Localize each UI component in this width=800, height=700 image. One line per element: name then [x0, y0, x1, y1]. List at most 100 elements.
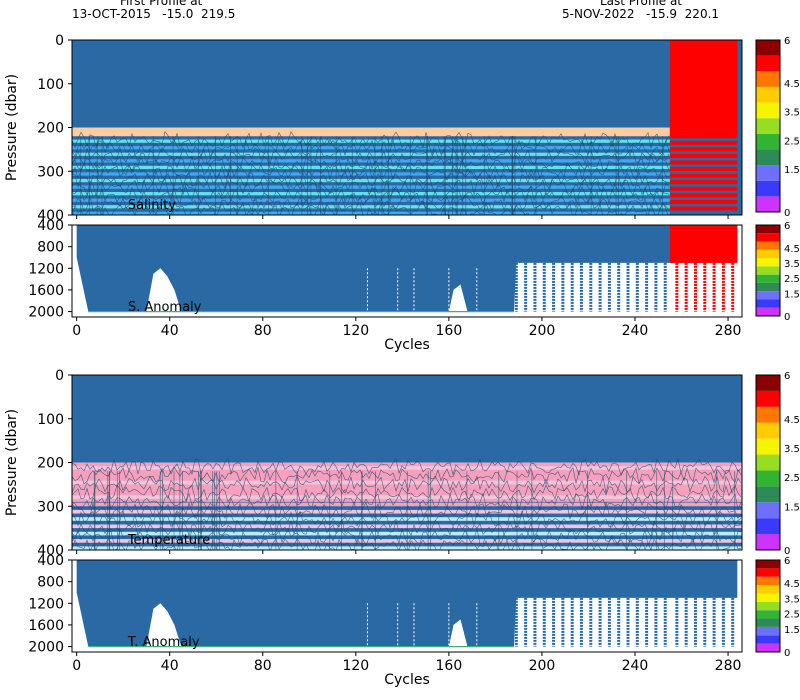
colorbar-tick-label: 0 [784, 312, 790, 323]
colorbar-tick-label: 2.5 [784, 473, 800, 484]
colorbar-tick-label: 6 [784, 371, 790, 382]
colorbar-tick-label: 4.5 [784, 244, 800, 255]
y-tick-label: 400 [37, 553, 64, 569]
last-profile-label: Last Profile at [600, 0, 682, 8]
x-tick-label: 80 [254, 323, 272, 339]
x-tick-label: 40 [161, 323, 179, 339]
flagged-row [669, 153, 738, 158]
panel-temperature: Temperature 0 100 200 300 400 Pressure (dbar) 0… [4, 368, 800, 559]
annotation-label: S. Anomaly [128, 300, 202, 315]
stripe [72, 159, 670, 163]
first-profile-value: 13-OCT-2015 -15.0 219.5 [72, 7, 236, 21]
colorbar-segment [756, 576, 780, 586]
data-coverage [76, 225, 738, 312]
colorbar-segment [756, 165, 780, 181]
colorbar-tick-label: 6 [784, 221, 790, 232]
flagged-row [669, 206, 738, 211]
colorbar-tick-label: 2.5 [784, 136, 800, 147]
colorbar-segment [756, 601, 780, 611]
contour-line [72, 457, 742, 477]
flagged-row [669, 140, 738, 145]
y-tick-label: 400 [37, 208, 64, 224]
colorbar-segment [756, 422, 780, 439]
colorbar-segment [756, 102, 780, 119]
flagged-row [669, 180, 738, 185]
colorbar: 0 1.5 2.5 3.5 4.5 6 [755, 221, 800, 323]
contour-line [72, 162, 670, 181]
y-tick-label: 0 [55, 33, 64, 49]
x-axis-label: Cycles [384, 672, 430, 688]
colorbar-segment [756, 406, 780, 423]
colorbar-tick-label: 3.5 [784, 444, 800, 455]
colorbar-segment [756, 307, 780, 316]
colorbar-segment [756, 486, 780, 503]
y-tick-label: 200 [37, 121, 64, 137]
colorbar-frame [755, 559, 781, 653]
colorbar-segment [756, 618, 780, 627]
y-tick-label: 100 [37, 77, 64, 93]
colorbar-segment [756, 86, 780, 103]
contour-line [72, 177, 670, 197]
plot-area [72, 560, 742, 652]
colorbar-tick-label: 4.5 [784, 579, 800, 590]
last-profile-value: 5-NOV-2022 -15.9 220.1 [562, 7, 720, 21]
colorbar-segment [756, 585, 780, 594]
stripe [72, 205, 670, 209]
y-tick-label: 1600 [28, 283, 64, 299]
colorbar-segment [756, 40, 780, 56]
flagged-block [669, 225, 738, 263]
colorbar-segment [756, 390, 780, 407]
stripe [72, 185, 670, 189]
colorbar-segment [756, 233, 780, 242]
colorbar-segment [756, 375, 780, 391]
contour-line [72, 201, 669, 215]
flagged-row [669, 193, 738, 198]
colorbar-segment [756, 71, 780, 87]
annotation-label: Salinity [128, 198, 176, 213]
colorbar-segment [756, 635, 780, 644]
colorbar-tick-label: 0 [784, 208, 790, 219]
colorbar-tick-label: 1.5 [784, 289, 800, 300]
colorbar-tick-label: 4.5 [784, 415, 800, 426]
y-tick-label: 1600 [28, 618, 64, 634]
annotation-label: T. Anomaly [127, 635, 200, 650]
colorbar-segment [756, 454, 780, 471]
y-tick-label: 300 [37, 499, 64, 515]
plot-area [72, 40, 742, 215]
contour-line [72, 509, 742, 529]
colorbar-segment [756, 502, 780, 519]
colorbar-segment [756, 626, 780, 636]
stripe [72, 146, 670, 150]
colorbar-tick-label: 0 [784, 546, 790, 557]
colorbar-segment [756, 266, 780, 275]
colorbar-segment [756, 149, 780, 166]
contour-line [72, 519, 742, 537]
colorbar-segment [756, 241, 780, 250]
colorbar-tick-label: 4.5 [784, 79, 800, 90]
stripe [72, 165, 670, 170]
colorbar-segment [756, 133, 780, 150]
contour-line [72, 536, 742, 550]
x-tick-label: 200 [529, 323, 556, 339]
colorbar-tick-label: 6 [784, 36, 790, 47]
colorbar-tick-label: 1.5 [784, 625, 800, 636]
colorbar-segment [756, 534, 780, 550]
colorbar-tick-label: 1.5 [784, 165, 800, 176]
y-tick-label: 2000 [28, 640, 64, 656]
colorbar: 0 1.5 2.5 3.5 4.5 6 [755, 371, 800, 557]
annotation-label: Temperature [127, 533, 210, 548]
y-tick-label: 300 [37, 164, 64, 180]
contour-line [72, 130, 670, 150]
colorbar-segment [756, 518, 780, 535]
contour-line [72, 193, 670, 213]
colorbar-segment [756, 560, 780, 569]
colorbar: 0 1.5 2.5 3.5 4.5 6 [755, 36, 800, 219]
data-coverage [76, 560, 738, 647]
colorbar: 0 1.5 2.5 3.5 4.5 6 [755, 556, 800, 659]
colorbar-tick-label: 2.5 [784, 274, 800, 285]
colorbar-segment [756, 55, 780, 72]
colorbar-tick-label: 3.5 [784, 259, 800, 270]
colorbar-segment [756, 299, 780, 308]
